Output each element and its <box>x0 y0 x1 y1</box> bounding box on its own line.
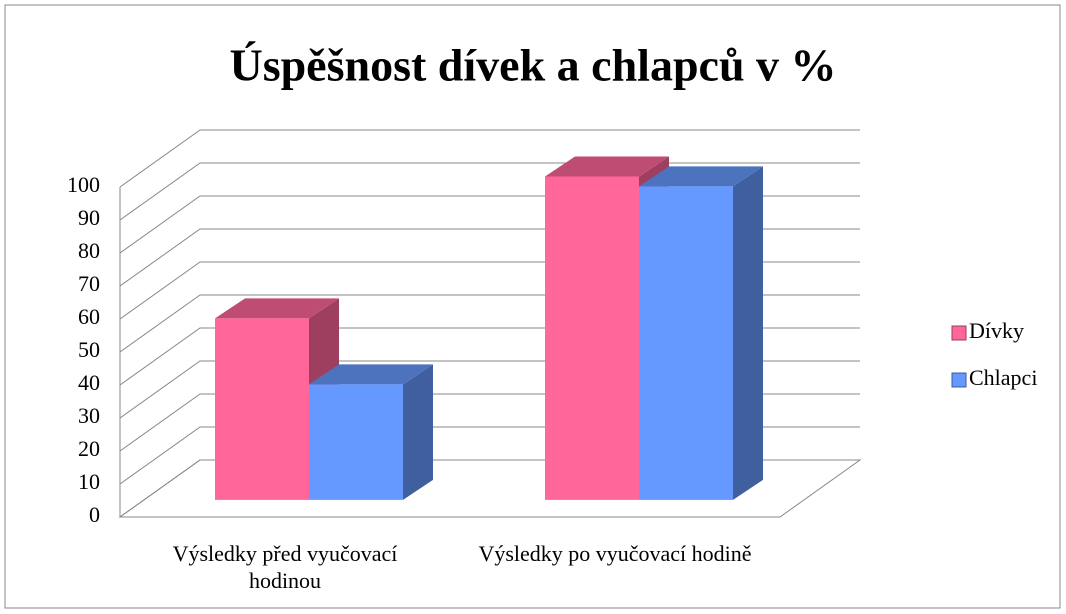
y-tick-label: 60 <box>78 304 100 329</box>
y-tick-label: 0 <box>89 502 100 527</box>
x-tick-label: Výsledky před vyučovací hodinou <box>172 541 398 593</box>
bar <box>639 186 733 500</box>
grid-line <box>119 129 860 188</box>
y-tick-label: 70 <box>78 271 100 296</box>
y-tick-label: 20 <box>78 436 100 461</box>
y-tick-label: 90 <box>78 205 100 230</box>
y-tick-label: 100 <box>67 172 100 197</box>
bar-top <box>309 364 433 385</box>
y-tick-label: 40 <box>78 370 100 395</box>
bar <box>545 176 639 500</box>
x-tick-label: Výsledky po vyučovací hodině <box>478 541 752 566</box>
bar-top <box>639 166 763 187</box>
legend-label: Dívky <box>969 318 1024 343</box>
y-tick-label: 80 <box>78 238 100 263</box>
bar-side <box>403 364 433 500</box>
chart-border <box>4 4 1061 609</box>
legend-marker <box>951 372 967 388</box>
legend-marker <box>951 325 967 341</box>
y-tick-label: 10 <box>78 469 100 494</box>
bar-side <box>733 166 763 500</box>
bar-top <box>545 156 669 177</box>
bar <box>309 384 403 500</box>
y-tick-label: 50 <box>78 337 100 362</box>
legend-label: Chlapci <box>969 365 1037 390</box>
bar <box>215 318 309 500</box>
chart-title: Úspěšnost dívek a chlapců v % <box>229 40 836 91</box>
y-tick-label: 30 <box>78 403 100 428</box>
bar-top <box>215 298 339 319</box>
